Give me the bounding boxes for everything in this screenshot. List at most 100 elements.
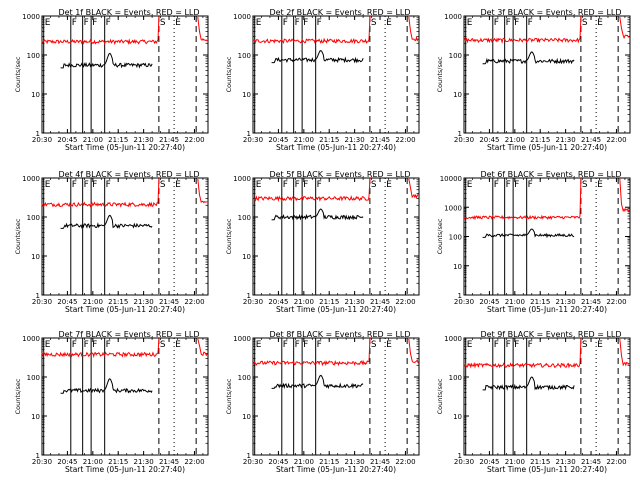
lld-series-tail (619, 178, 630, 213)
x-tick-label: 20:30 (32, 136, 52, 144)
lld-series-line (252, 15, 371, 45)
x-tick-label: 21:15 (530, 136, 550, 144)
x-tick-label: 22:00 (395, 298, 415, 306)
x-axis-label: Start Time (05-Jun-11 20:27:40) (276, 143, 396, 152)
y-tick-label: 1000 (22, 13, 40, 21)
x-tick-label: 20:30 (243, 458, 263, 466)
marker-label: E (597, 18, 603, 28)
x-tick-label: 20:30 (243, 136, 263, 144)
x-tick-label: 22:00 (606, 298, 626, 306)
y-tick-label: 100 (238, 374, 251, 382)
marker-label: S (371, 18, 377, 28)
lld-series-line (463, 177, 582, 221)
marker-label: F (72, 18, 77, 28)
y-tick-label: 10000 (440, 175, 462, 183)
x-tick-label: 21:00 (294, 136, 314, 144)
y-axis-label: Counts/sec (436, 218, 444, 254)
x-tick-label: 21:30 (556, 298, 576, 306)
marker-label: F (106, 340, 111, 350)
x-tick-label: 20:30 (454, 298, 474, 306)
x-tick-label: 22:00 (606, 458, 626, 466)
marker-label: F (295, 340, 300, 350)
marker-label: F (506, 340, 511, 350)
x-tick-label: 20:45 (479, 136, 499, 144)
marker-label: F (317, 18, 322, 28)
x-tick-label: 22:00 (184, 458, 204, 466)
plot-frame (463, 337, 631, 456)
marker-label: E (467, 340, 473, 350)
y-tick-label: 100 (238, 52, 251, 60)
marker-label: S (371, 180, 377, 190)
plot-frame (252, 337, 420, 456)
x-tick-label: 21:30 (345, 298, 365, 306)
x-tick-label: 21:45 (370, 458, 390, 466)
marker-label: F (494, 180, 499, 190)
lld-series-tail (197, 16, 208, 42)
plot-frame (41, 177, 209, 296)
marker-label: F (295, 180, 300, 190)
lld-series-line (252, 177, 371, 203)
marker-label: F (514, 340, 519, 350)
y-tick-label: 1 (247, 130, 251, 138)
x-tick-label: 21:45 (370, 298, 390, 306)
marker-label: E (386, 18, 392, 28)
x-tick-label: 20:45 (268, 136, 288, 144)
marker-label: S (160, 18, 166, 28)
y-tick-label: 1000 (233, 13, 251, 21)
x-tick-label: 21:30 (345, 136, 365, 144)
marker-label: F (283, 18, 288, 28)
marker-label: F (84, 340, 89, 350)
lld-series-tail (197, 338, 208, 357)
lld-series-line (463, 337, 582, 369)
x-tick-label: 20:30 (454, 458, 474, 466)
y-tick-label: 1 (247, 452, 251, 460)
events-series-line (271, 374, 364, 390)
x-tick-label: 21:15 (530, 458, 550, 466)
x-axis-label: Start Time (05-Jun-11 20:27:40) (487, 465, 607, 474)
x-tick-label: 20:45 (57, 136, 77, 144)
marker-label: F (494, 340, 499, 350)
x-tick-label: 22:00 (184, 298, 204, 306)
x-axis-label: Start Time (05-Jun-11 20:27:40) (65, 143, 185, 152)
x-tick-label: 21:00 (83, 136, 103, 144)
y-tick-label: 100 (449, 234, 462, 242)
marker-label: F (72, 340, 77, 350)
marker-label: F (283, 180, 288, 190)
y-axis-label: Counts/sec (14, 218, 22, 254)
lld-series-tail (408, 178, 419, 199)
panel-title: Det 6f BLACK = Events, RED = LLD (480, 170, 621, 179)
y-tick-label: 10 (31, 413, 40, 421)
marker-label: F (84, 180, 89, 190)
events-series-line (482, 376, 575, 391)
x-tick-label: 21:15 (108, 298, 128, 306)
plot-frame (252, 15, 420, 134)
lld-series-line (41, 337, 160, 359)
y-tick-label: 1 (36, 292, 40, 300)
x-tick-label: 21:15 (108, 458, 128, 466)
marker-label: F (106, 18, 111, 28)
marker-label: E (597, 340, 603, 350)
x-tick-label: 21:30 (556, 136, 576, 144)
lld-series-line (41, 177, 160, 208)
x-tick-label: 21:00 (294, 458, 314, 466)
marker-label: E (256, 180, 262, 190)
y-tick-label: 1000 (233, 335, 251, 343)
lld-series-tail (619, 338, 630, 367)
events-series-line (60, 52, 153, 69)
x-axis-label: Start Time (05-Jun-11 20:27:40) (487, 143, 607, 152)
marker-label: F (506, 18, 511, 28)
marker-label: F (303, 18, 308, 28)
marker-label: F (528, 340, 533, 350)
marker-label: S (582, 340, 588, 350)
y-axis-label: Counts/sec (436, 378, 444, 414)
panel-title: Det 4f BLACK = Events, RED = LLD (58, 170, 199, 179)
x-tick-label: 20:30 (243, 298, 263, 306)
y-tick-label: 1 (36, 130, 40, 138)
marker-label: F (317, 180, 322, 190)
marker-label: F (528, 18, 533, 28)
marker-label: F (528, 180, 533, 190)
panel-7: Det 7f BLACK = Events, RED = LLD 1 10 100 10… (14, 330, 209, 474)
marker-label: F (303, 180, 308, 190)
panel-title: Det 8f BLACK = Events, RED = LLD (269, 330, 410, 339)
